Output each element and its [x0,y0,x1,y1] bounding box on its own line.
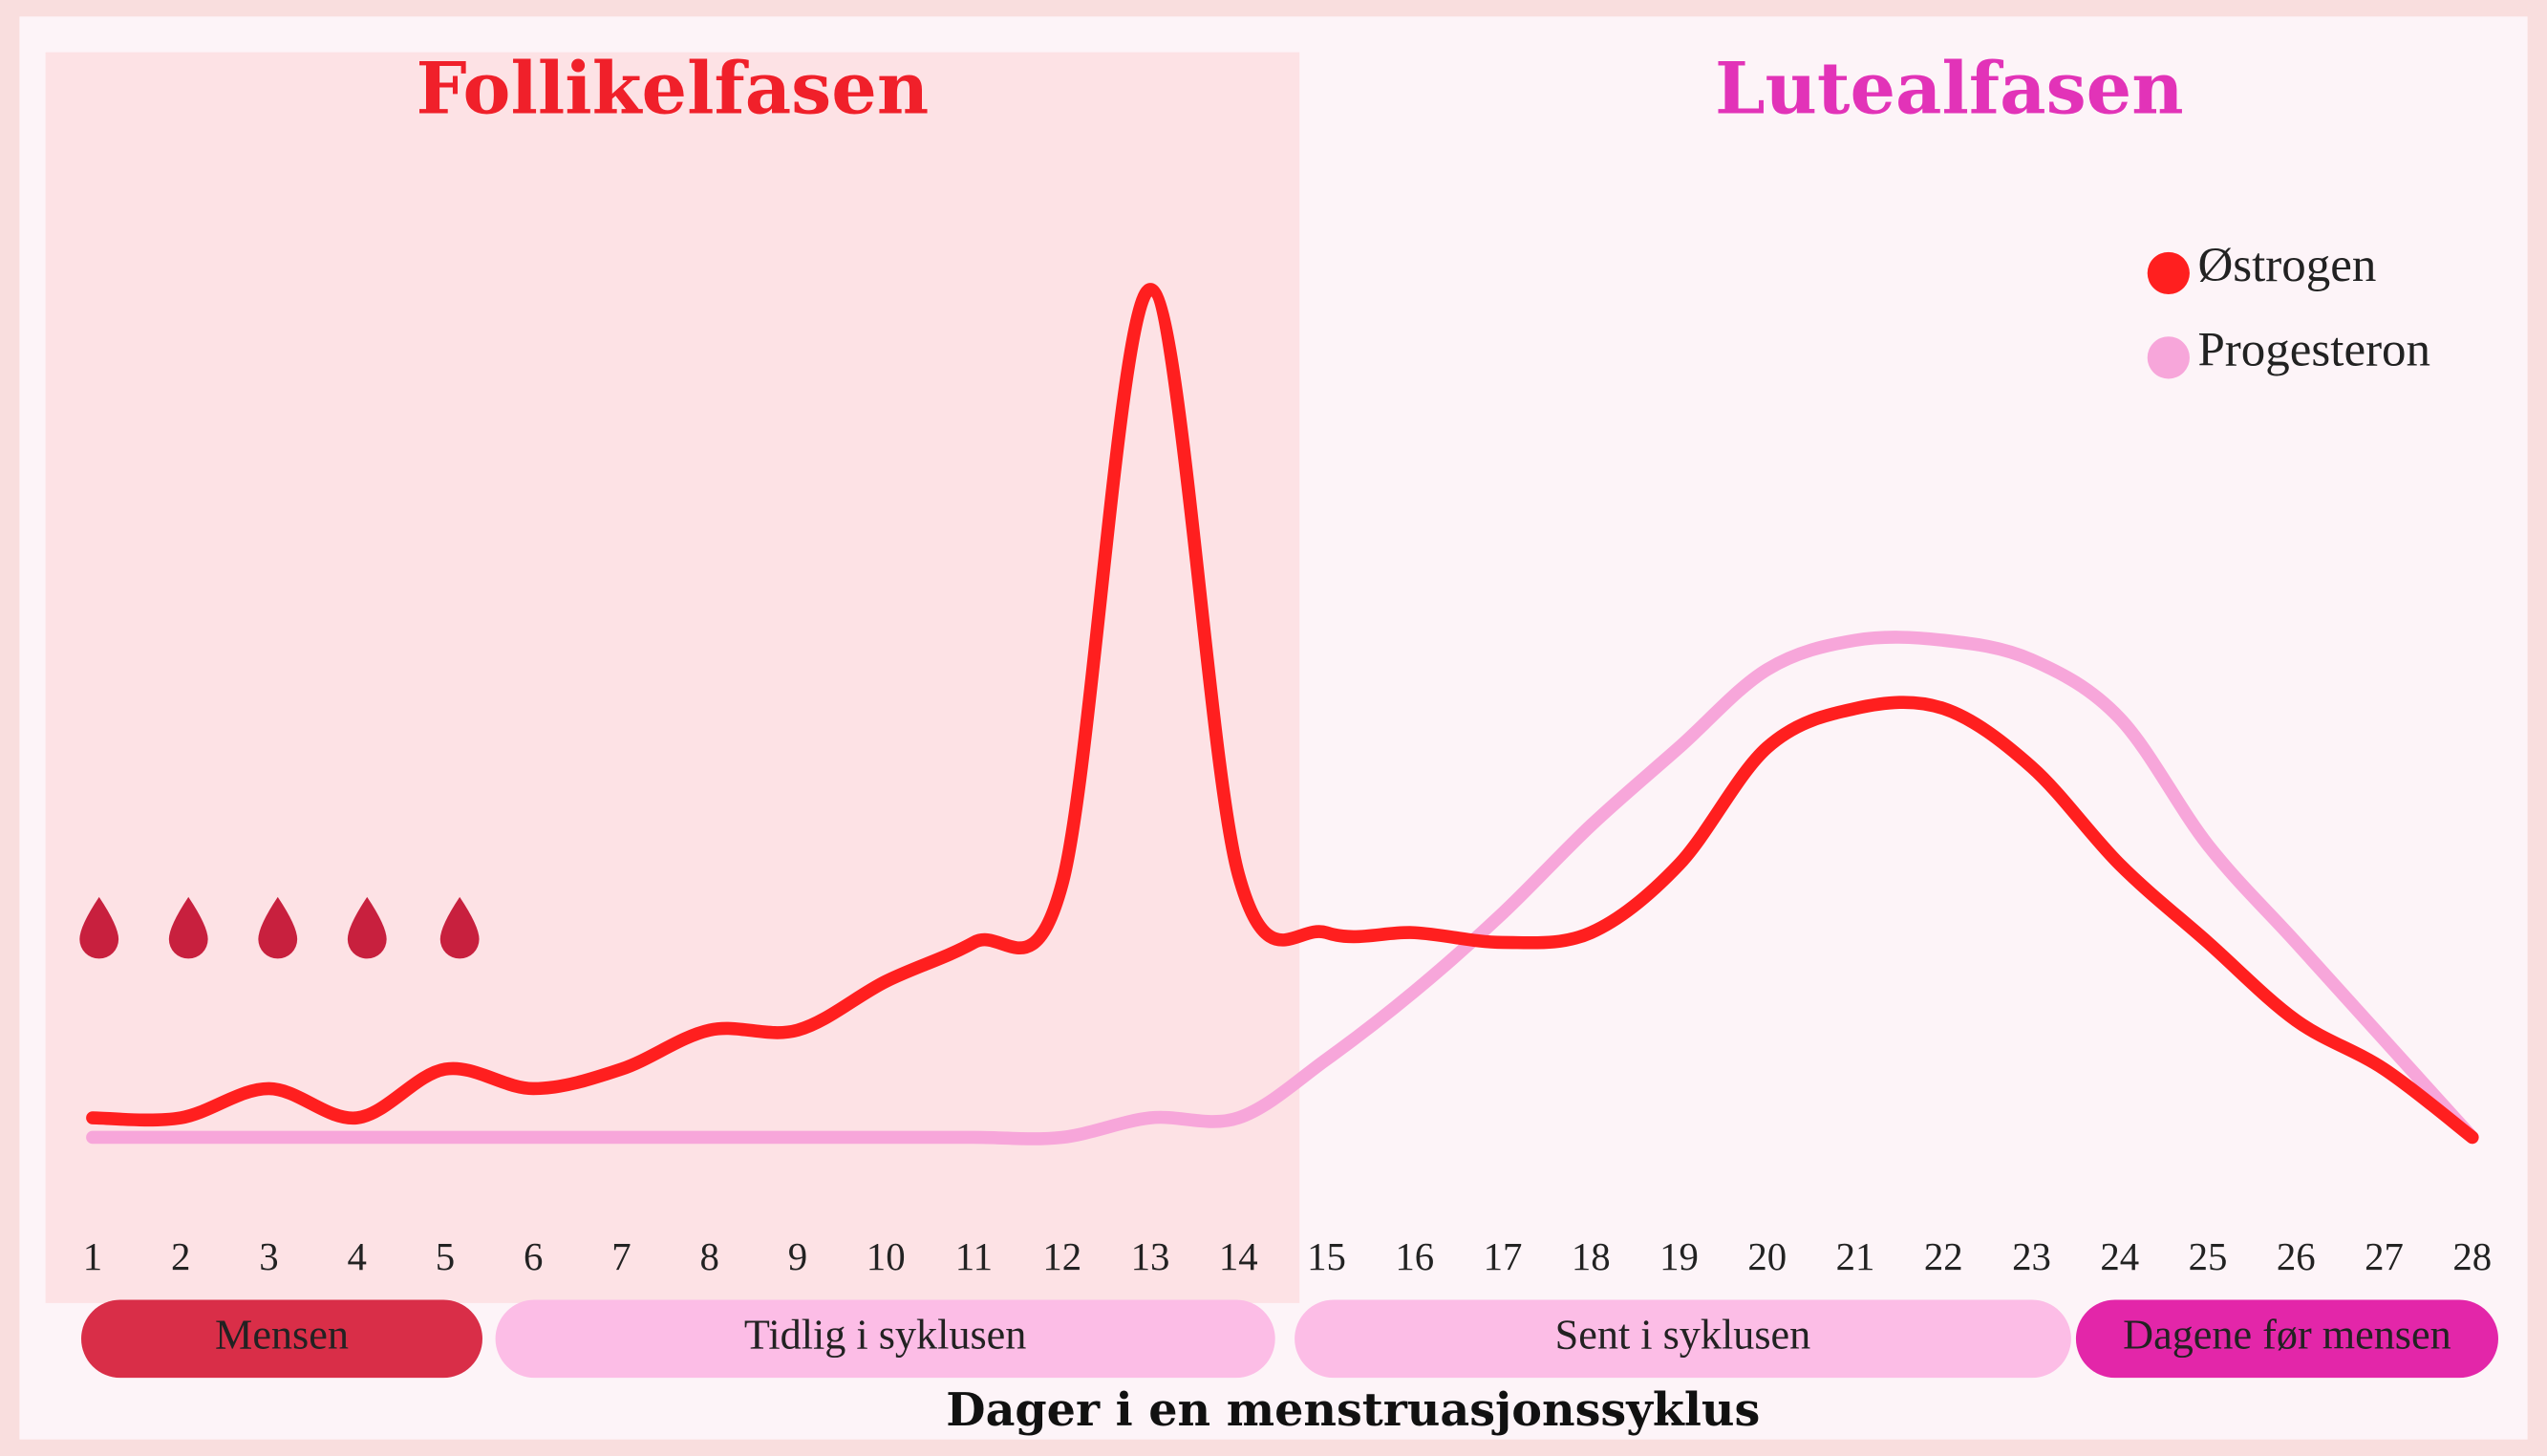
stage-label: Tidlig i syklusen [744,1311,1026,1358]
x-tick-label: 4 [347,1235,366,1278]
x-tick-label: 6 [524,1235,543,1278]
x-tick-label: 16 [1395,1235,1434,1278]
x-tick-label: 28 [2452,1235,2492,1278]
x-tick-label: 2 [171,1235,190,1278]
x-tick-label: 7 [611,1235,631,1278]
x-tick-label: 26 [2277,1235,2316,1278]
x-tick-label: 11 [955,1235,993,1278]
x-tick-label: 3 [259,1235,278,1278]
phase-title: Follikelfasen [417,46,930,130]
x-tick-label: 9 [788,1235,807,1278]
x-tick-label: 13 [1131,1235,1170,1278]
follicular-shade [46,53,1300,1303]
x-tick-label: 12 [1042,1235,1081,1278]
x-tick-label: 10 [867,1235,906,1278]
phase-title: Lutealfasen [1715,46,2184,130]
legend-swatch [2148,252,2190,294]
stage-label: Sent i syklusen [1555,1311,1811,1358]
stage-label: Mensen [215,1311,349,1358]
page: {"chart_data": {"type": "line", "phases"… [0,0,2547,1456]
x-tick-label: 25 [2189,1235,2228,1278]
x-tick-label: 5 [436,1235,455,1278]
x-tick-label: 27 [2365,1235,2404,1278]
x-tick-label: 18 [1572,1235,1611,1278]
legend-swatch [2148,336,2190,378]
x-tick-label: 23 [2012,1235,2051,1278]
legend-label: Progesteron [2197,324,2430,377]
x-tick-label: 21 [1836,1235,1875,1278]
x-tick-label: 19 [1659,1235,1699,1278]
x-tick-label: 24 [2100,1235,2139,1278]
x-tick-label: 14 [1219,1235,1258,1278]
x-tick-label: 17 [1484,1235,1523,1278]
x-tick-label: 15 [1307,1235,1346,1278]
chart: Dager i en menstruasjonssyklus Follikelf… [0,0,2547,1456]
x-axis-title: Dager i en menstruasjonssyklus [946,1383,1760,1437]
x-tick-label: 22 [1924,1235,1963,1278]
x-tick-label: 8 [699,1235,718,1278]
x-tick-label: 20 [1747,1235,1787,1278]
x-tick-label: 1 [83,1235,102,1278]
stage-label: Dagene før mensen [2123,1311,2451,1358]
legend-label: Østrogen [2197,239,2376,292]
